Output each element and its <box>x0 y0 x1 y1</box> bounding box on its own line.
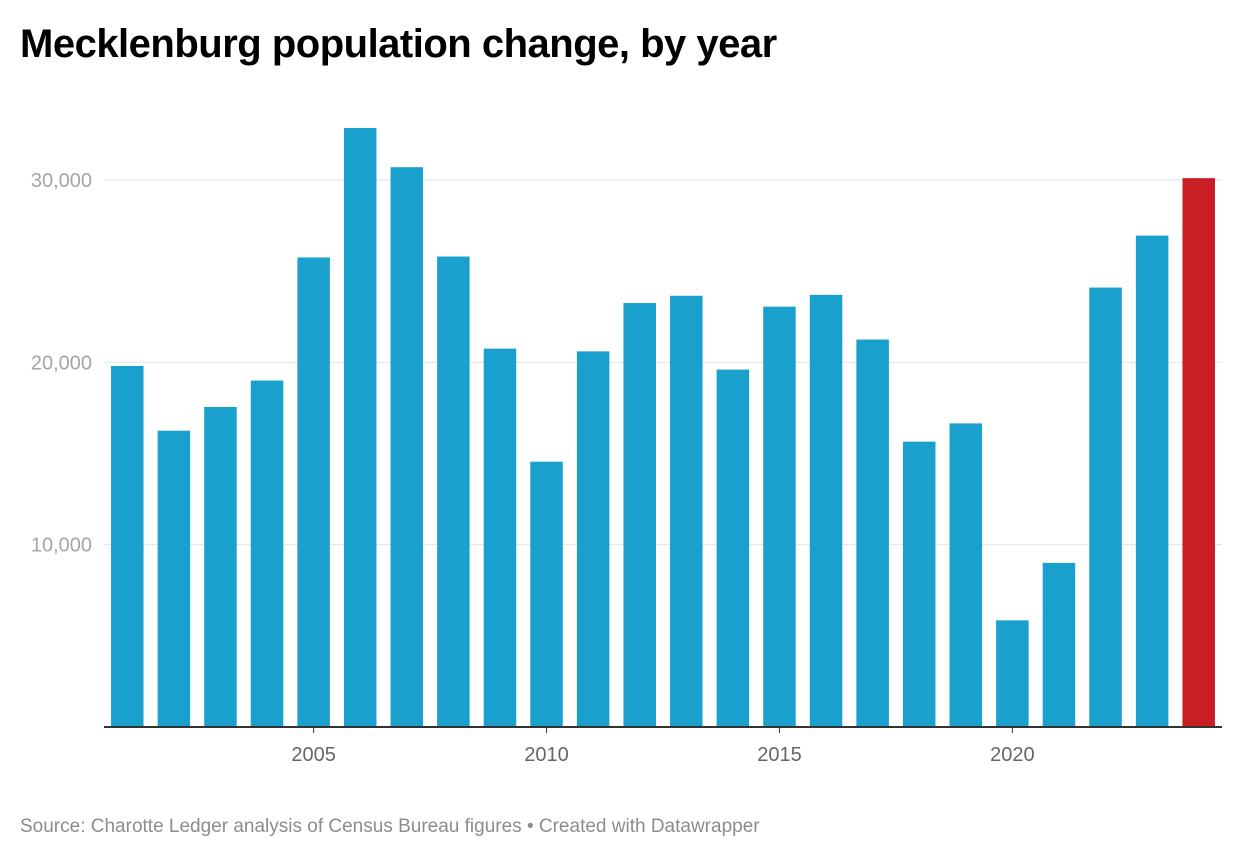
bar-2009 <box>483 348 517 727</box>
axes: 2005 2010 2015 2020 <box>104 726 1222 766</box>
bar-2011 <box>576 351 610 727</box>
bar-2021 <box>1042 562 1076 727</box>
bar-2022 <box>1089 287 1122 727</box>
bar-2016 <box>809 294 843 727</box>
bar-2004 <box>250 380 284 727</box>
bar-2015 <box>763 306 796 727</box>
bar-2014 <box>716 369 750 727</box>
bar-2020 <box>996 620 1029 727</box>
y-tick-label: 30,000 <box>31 170 92 192</box>
bar-2007 <box>390 167 424 727</box>
x-tick-label: 2005 <box>291 744 336 766</box>
bar-2024 <box>1182 178 1215 727</box>
bar-2008 <box>437 256 470 727</box>
bar-chart: 10,000 20,000 30,000 2005 2010 2015 2020 <box>31 128 1222 766</box>
bar-2018 <box>902 441 936 727</box>
bar-2003 <box>204 406 237 727</box>
bar-2001 <box>111 365 144 727</box>
y-tick-label: 20,000 <box>31 352 92 374</box>
bar-2010 <box>530 461 563 727</box>
bar-2002 <box>157 430 191 727</box>
source-footer: Source: Charotte Ledger analysis of Cens… <box>20 816 760 837</box>
x-tick-label: 2020 <box>990 744 1035 766</box>
bars <box>111 128 1215 727</box>
bar-2019 <box>949 423 983 727</box>
bar-2013 <box>670 295 703 727</box>
bar-2023 <box>1135 235 1169 727</box>
bar-2012 <box>623 303 656 727</box>
x-tick-label: 2010 <box>524 744 569 766</box>
chart-title: Mecklenburg population change, by year <box>20 22 777 66</box>
x-tick-label: 2015 <box>757 744 802 766</box>
bar-2006 <box>343 128 377 727</box>
y-tick-label: 10,000 <box>31 535 92 557</box>
gridlines: 10,000 20,000 30,000 <box>31 170 1222 557</box>
bar-2005 <box>297 257 330 727</box>
bar-2017 <box>856 339 889 727</box>
